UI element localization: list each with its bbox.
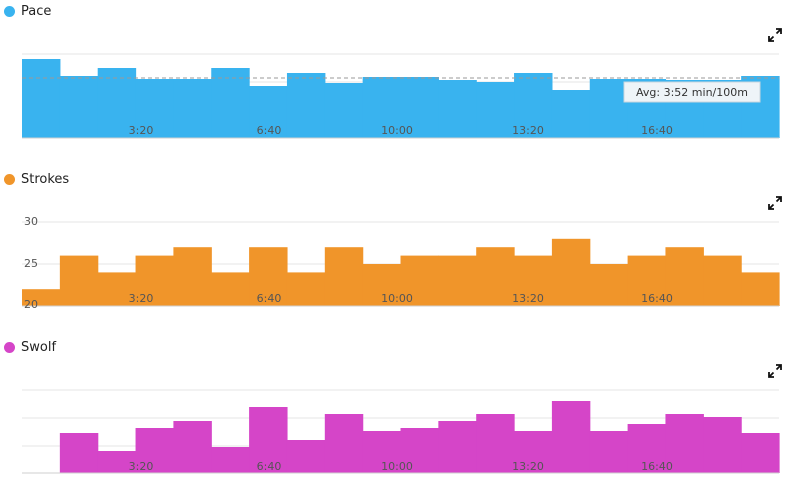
swolf-bar <box>551 401 591 473</box>
strokes-bar <box>703 255 742 306</box>
swolf-bar <box>627 424 667 473</box>
strokes-bar <box>551 238 591 306</box>
pace-bar <box>249 86 288 138</box>
pace-legend-label: Pace <box>21 3 52 19</box>
pace-chart: 3:20 6:40 10:00 13:20 16:40 Avg: 3:52 min/100… <box>22 53 780 139</box>
strokes-bar <box>741 272 780 306</box>
x-tick-label: 16:40 <box>641 460 673 473</box>
y-tick-label: 30 <box>24 215 38 228</box>
swolf-panel: Swolf 3:20 6:40 10:00 13:20 16:40 <box>0 336 788 481</box>
swolf-bar <box>400 428 439 473</box>
expand-icon[interactable] <box>768 196 782 210</box>
swolf-legend-label: Swolf <box>21 339 57 355</box>
strokes-bar <box>665 247 704 306</box>
x-tick-label: 3:20 <box>129 292 154 305</box>
x-tick-label: 13:20 <box>512 124 544 137</box>
swolf-bar <box>476 414 515 473</box>
x-tick-label: 16:40 <box>641 124 673 137</box>
swolf-bar <box>59 433 99 473</box>
strokes-bar <box>97 272 137 306</box>
pace-bar <box>551 90 591 138</box>
pace-bar <box>211 68 250 138</box>
strokes-bar <box>249 247 288 306</box>
pace-bar <box>589 79 629 138</box>
strokes-bar <box>589 264 629 306</box>
pace-legend[interactable]: Pace <box>4 2 51 20</box>
x-tick-label: 6:40 <box>257 460 282 473</box>
pace-average-badge <box>623 81 761 103</box>
swolf-bar <box>173 421 212 473</box>
x-tick-label: 10:00 <box>381 124 413 137</box>
pace-bar <box>135 79 174 138</box>
pace-panel: Pace 3:20 6:40 10:00 13:20 16:40 Avg: 3:52 mi… <box>0 0 788 145</box>
swolf-chart: 3:20 6:40 10:00 13:20 16:40 <box>22 389 780 474</box>
pace-bar <box>59 76 99 138</box>
strokes-bar <box>627 255 667 306</box>
strokes-legend-label: Strokes <box>21 171 70 187</box>
swolf-bar <box>97 451 137 473</box>
y-tick-label: 20 <box>24 298 38 311</box>
swolf-bar <box>665 414 704 473</box>
strokes-bar <box>22 289 61 306</box>
strokes-bar <box>286 272 326 306</box>
pace-bar <box>286 73 326 138</box>
pace-bar <box>476 82 515 138</box>
pace-bar <box>438 80 477 138</box>
x-tick-label: 13:20 <box>512 460 544 473</box>
expand-icon[interactable] <box>768 364 782 378</box>
strokes-bar <box>59 255 99 306</box>
y-tick-label: 25 <box>24 257 38 270</box>
x-tick-label: 6:40 <box>257 292 282 305</box>
swolf-bar <box>741 433 780 473</box>
x-tick-label: 3:20 <box>129 124 154 137</box>
swolf-bar <box>135 428 174 473</box>
swolf-bar <box>324 414 364 473</box>
strokes-bar <box>135 255 174 306</box>
pace-bar <box>362 77 402 138</box>
swolf-bar <box>362 431 402 473</box>
pace-legend-dot <box>4 5 15 17</box>
x-tick-label: 6:40 <box>257 124 282 137</box>
pace-bar <box>514 73 553 138</box>
x-tick-label: 10:00 <box>381 292 413 305</box>
pace-average-label: Avg: 3:52 min/100m <box>636 86 748 99</box>
expand-icon[interactable] <box>768 28 782 42</box>
swolf-bar <box>703 417 742 473</box>
strokes-bar <box>476 247 515 306</box>
strokes-bar <box>324 247 364 306</box>
pace-bar <box>400 77 439 138</box>
strokes-legend-dot <box>4 173 15 185</box>
swolf-legend[interactable]: Swolf <box>4 338 56 356</box>
x-tick-label: 10:00 <box>381 460 413 473</box>
strokes-legend[interactable]: Strokes <box>4 170 69 188</box>
swolf-legend-dot <box>4 341 15 353</box>
strokes-bar <box>514 255 553 306</box>
strokes-chart: 3:20 6:40 10:00 13:20 16:40 30 25 20 <box>22 215 780 311</box>
swolf-bar <box>211 447 250 473</box>
strokes-bar <box>362 264 402 306</box>
swolf-bar <box>589 431 629 473</box>
swolf-bar <box>514 431 553 473</box>
swolf-bar <box>286 440 326 473</box>
x-tick-label: 13:20 <box>512 292 544 305</box>
swolf-bar <box>438 421 477 473</box>
strokes-bar <box>173 247 212 306</box>
pace-bar <box>97 68 137 138</box>
pace-bar <box>173 79 212 138</box>
pace-bar <box>324 83 364 138</box>
strokes-bar <box>438 255 477 306</box>
x-tick-label: 3:20 <box>129 460 154 473</box>
strokes-bar <box>211 272 250 306</box>
x-tick-label: 16:40 <box>641 292 673 305</box>
strokes-panel: Strokes 3:20 6:40 10:00 13:20 16:40 30 25 20 <box>0 168 788 313</box>
pace-bar <box>22 59 61 138</box>
strokes-bar <box>400 255 439 306</box>
swolf-bar <box>249 407 288 473</box>
